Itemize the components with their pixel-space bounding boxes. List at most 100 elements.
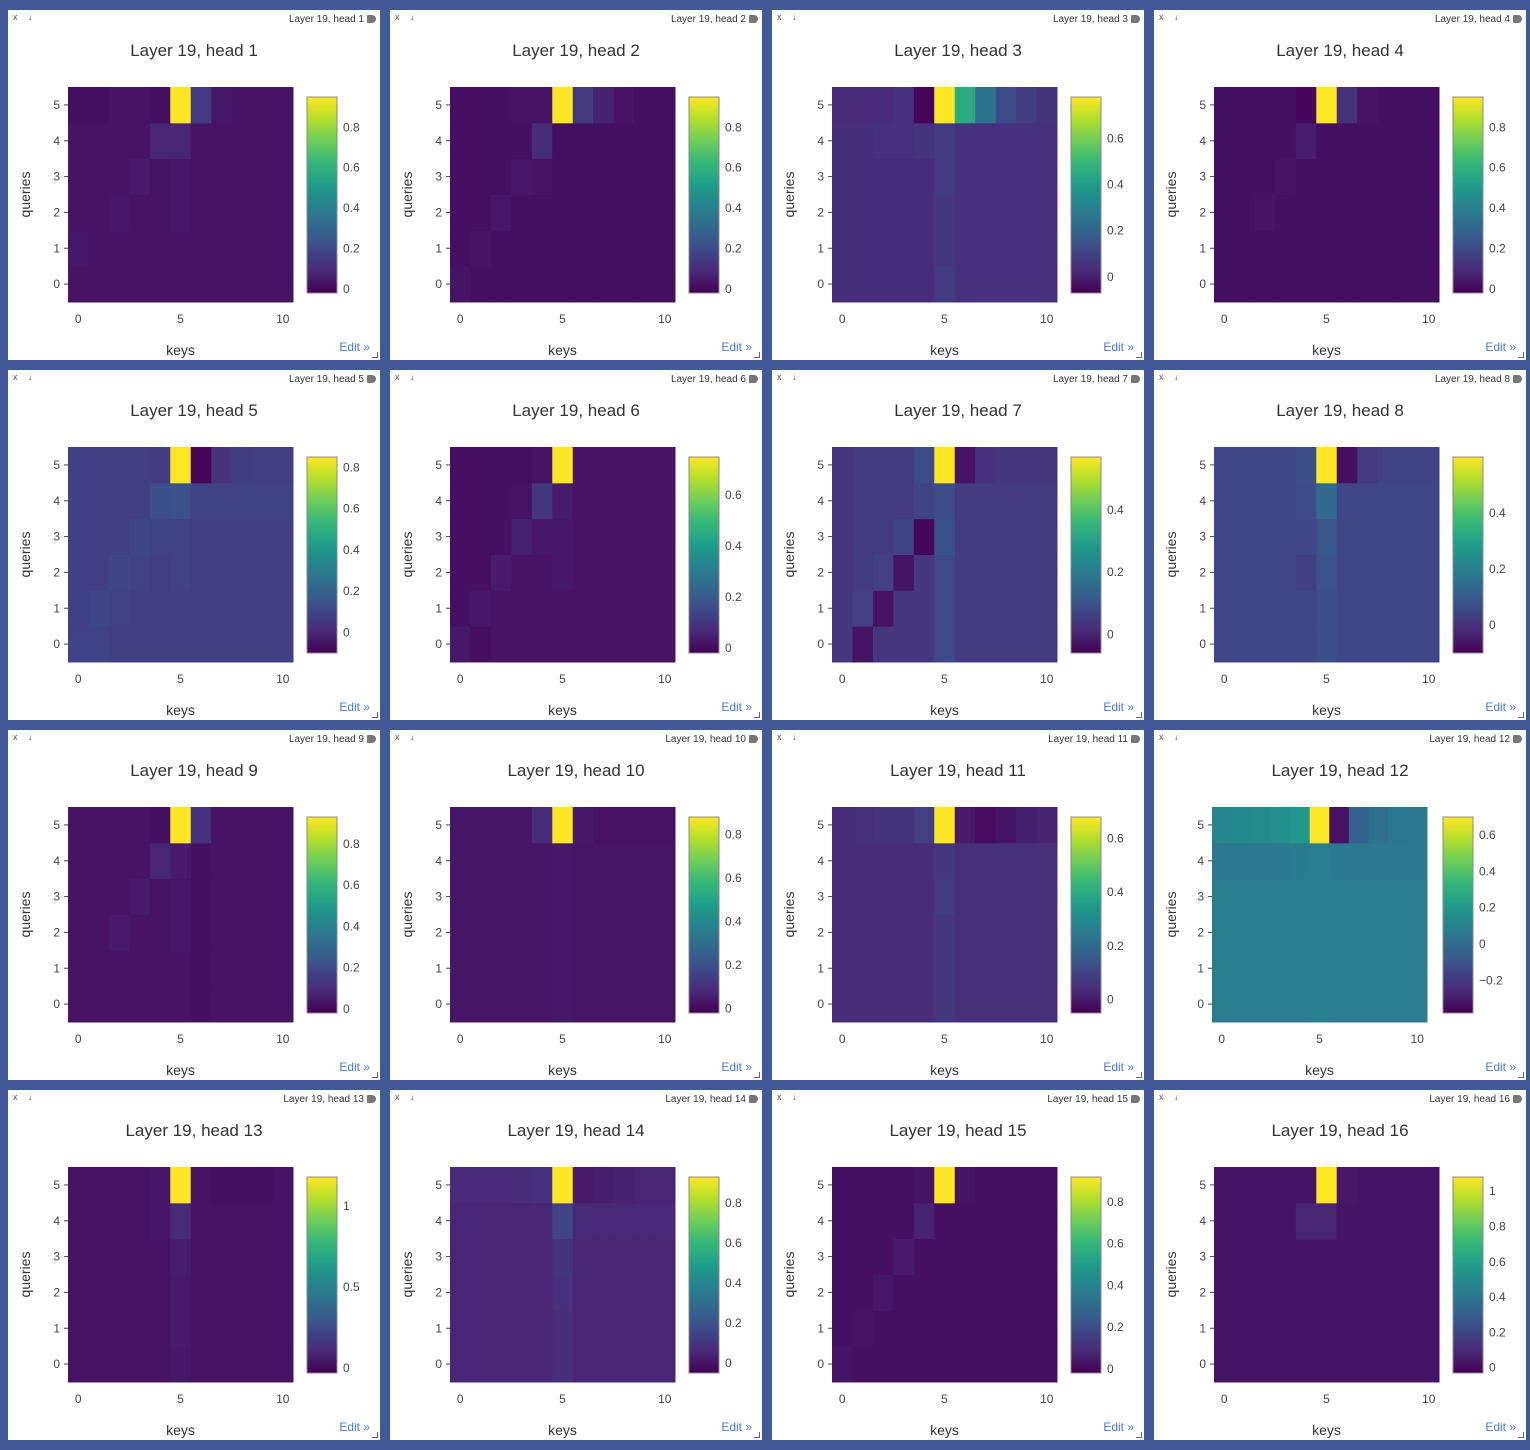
download-icon[interactable]: ↓: [410, 12, 415, 22]
close-icon[interactable]: x: [777, 1092, 782, 1102]
edit-link[interactable]: Edit »: [1103, 700, 1134, 714]
close-icon[interactable]: x: [395, 1092, 400, 1102]
tag-icon[interactable]: [749, 375, 758, 383]
download-icon[interactable]: ↓: [28, 732, 33, 742]
edit-link[interactable]: Edit »: [1485, 1060, 1516, 1074]
edit-link[interactable]: Edit »: [1103, 340, 1134, 354]
heatmap-cell: [613, 87, 635, 124]
close-icon[interactable]: x: [395, 372, 400, 382]
download-icon[interactable]: ↓: [1174, 12, 1179, 22]
close-icon[interactable]: x: [13, 1092, 18, 1102]
heatmap-cell: [1234, 1167, 1256, 1204]
tag-icon[interactable]: [1513, 1095, 1522, 1103]
edit-link[interactable]: Edit »: [1103, 1060, 1134, 1074]
close-icon[interactable]: x: [13, 12, 18, 22]
resize-handle-icon[interactable]: [1518, 1432, 1524, 1438]
edit-link[interactable]: Edit »: [339, 1060, 370, 1074]
download-icon[interactable]: ↓: [28, 12, 33, 22]
edit-link[interactable]: Edit »: [721, 1060, 752, 1074]
download-icon[interactable]: ↓: [410, 372, 415, 382]
close-icon[interactable]: x: [1159, 1092, 1164, 1102]
resize-handle-icon[interactable]: [1136, 352, 1142, 358]
resize-handle-icon[interactable]: [1518, 1072, 1524, 1078]
tag-icon[interactable]: [1513, 375, 1522, 383]
heatmap-cell: [552, 1346, 574, 1383]
download-icon[interactable]: ↓: [1174, 1092, 1179, 1102]
tag-icon[interactable]: [749, 1095, 758, 1103]
edit-link[interactable]: Edit »: [339, 700, 370, 714]
resize-handle-icon[interactable]: [1518, 352, 1524, 358]
heatmap-cell: [1368, 986, 1389, 1023]
x-tick-label: 0: [1221, 312, 1228, 326]
download-icon[interactable]: ↓: [28, 372, 33, 382]
close-icon[interactable]: x: [1159, 12, 1164, 22]
edit-link[interactable]: Edit »: [721, 1420, 752, 1434]
download-icon[interactable]: ↓: [792, 1092, 797, 1102]
download-icon[interactable]: ↓: [410, 1092, 415, 1102]
tag-icon[interactable]: [367, 375, 376, 383]
tag-icon[interactable]: [367, 15, 376, 23]
download-icon[interactable]: ↓: [1174, 372, 1179, 382]
close-icon[interactable]: x: [1159, 372, 1164, 382]
close-icon[interactable]: x: [777, 732, 782, 742]
download-icon[interactable]: ↓: [792, 372, 797, 382]
heatmap-cell: [613, 1167, 635, 1204]
y-tick-label: 5: [435, 1178, 442, 1192]
download-icon[interactable]: ↓: [1174, 732, 1179, 742]
edit-link[interactable]: Edit »: [339, 1420, 370, 1434]
tag-icon[interactable]: [367, 735, 376, 743]
close-icon[interactable]: x: [777, 12, 782, 22]
heatmap-cell: [1251, 878, 1272, 915]
tag-icon[interactable]: [1131, 15, 1140, 23]
colorbar-tick-label: 0.8: [725, 1196, 742, 1210]
colorbar-tick-label: 0.6: [725, 1236, 742, 1250]
tag-icon[interactable]: [1131, 1095, 1140, 1103]
resize-handle-icon[interactable]: [1136, 712, 1142, 718]
edit-link[interactable]: Edit »: [721, 340, 752, 354]
colorbar: [688, 816, 720, 1014]
close-icon[interactable]: x: [13, 372, 18, 382]
edit-link[interactable]: Edit »: [1485, 1420, 1516, 1434]
resize-handle-icon[interactable]: [372, 1432, 378, 1438]
edit-link[interactable]: Edit »: [1103, 1420, 1134, 1434]
tag-icon[interactable]: [749, 15, 758, 23]
resize-handle-icon[interactable]: [372, 352, 378, 358]
resize-handle-icon[interactable]: [754, 1432, 760, 1438]
tag-icon[interactable]: [1131, 375, 1140, 383]
close-icon[interactable]: x: [395, 12, 400, 22]
resize-handle-icon[interactable]: [372, 1072, 378, 1078]
resize-handle-icon[interactable]: [754, 1072, 760, 1078]
resize-handle-icon[interactable]: [1136, 1432, 1142, 1438]
tag-icon[interactable]: [749, 735, 758, 743]
download-icon[interactable]: ↓: [792, 12, 797, 22]
heatmap-cell: [231, 1202, 253, 1240]
close-icon[interactable]: x: [1159, 732, 1164, 742]
resize-handle-icon[interactable]: [372, 712, 378, 718]
resize-handle-icon[interactable]: [1136, 1072, 1142, 1078]
heatmap-cell: [531, 626, 553, 663]
download-icon[interactable]: ↓: [410, 732, 415, 742]
heatmap-cell: [1377, 626, 1399, 663]
resize-handle-icon[interactable]: [754, 712, 760, 718]
heatmap-cell: [975, 447, 997, 484]
y-tick-label: 4: [435, 854, 442, 868]
heatmap-cell: [129, 194, 151, 231]
tag-icon[interactable]: [1513, 15, 1522, 23]
download-icon[interactable]: ↓: [792, 732, 797, 742]
resize-handle-icon[interactable]: [1518, 712, 1524, 718]
heatmap-cell: [613, 807, 635, 844]
edit-link[interactable]: Edit »: [1485, 340, 1516, 354]
edit-link[interactable]: Edit »: [721, 700, 752, 714]
resize-handle-icon[interactable]: [754, 352, 760, 358]
close-icon[interactable]: x: [395, 732, 400, 742]
tag-icon[interactable]: [1131, 735, 1140, 743]
download-icon[interactable]: ↓: [28, 1092, 33, 1102]
tag-icon[interactable]: [1513, 735, 1522, 743]
heatmap-cell: [170, 158, 192, 195]
edit-link[interactable]: Edit »: [1485, 700, 1516, 714]
close-icon[interactable]: x: [13, 732, 18, 742]
panel-label: Layer 19, head 16: [1429, 1094, 1510, 1105]
edit-link[interactable]: Edit »: [339, 340, 370, 354]
close-icon[interactable]: x: [777, 372, 782, 382]
tag-icon[interactable]: [367, 1095, 376, 1103]
